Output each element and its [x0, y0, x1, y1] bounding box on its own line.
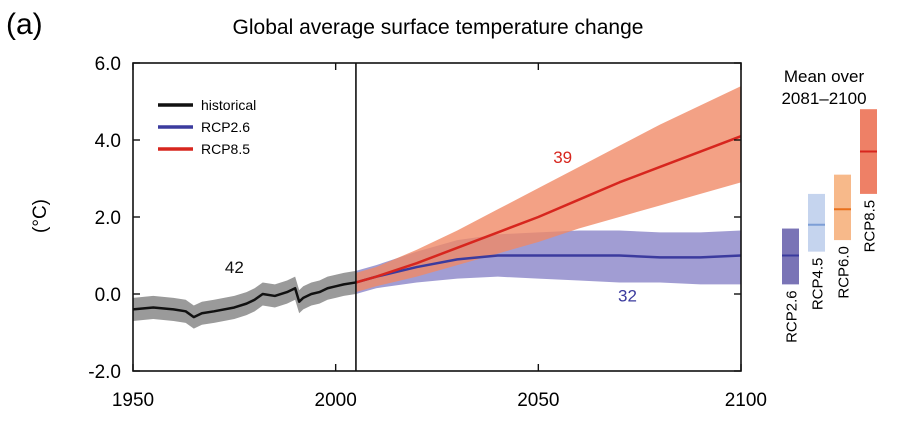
- model-count-label: 39: [553, 148, 572, 167]
- range-bar-label: RCP6.0: [836, 246, 853, 299]
- legend-label: RCP2.6: [201, 119, 250, 135]
- range-bar: [808, 193, 825, 252]
- x-tick-label: 2000: [315, 390, 357, 411]
- range-bar-label: RCP8.5: [862, 200, 879, 253]
- y-axis-label: (°C): [30, 199, 51, 233]
- line-rcp2-6: [355, 254, 742, 284]
- panel-label: (a): [6, 8, 43, 41]
- range-bar: [834, 174, 851, 241]
- band-rcp8-5: [355, 86, 741, 293]
- x-tick-label: 2100: [725, 390, 767, 411]
- chart-title: Global average surface temperature chang…: [233, 16, 644, 39]
- line-rcp8-5: [355, 134, 742, 284]
- y-tick-label: 0.0: [95, 285, 121, 306]
- x-tick-label: 1950: [112, 390, 154, 411]
- mean-panel-title-line-1: Mean over: [784, 67, 865, 86]
- mean-panel-title-line-2: 2081–2100: [781, 89, 866, 108]
- y-tick-label: 2.0: [95, 208, 121, 229]
- legend: historical RCP2.6 RCP8.5: [158, 97, 256, 157]
- y-tick-label: 6.0: [95, 54, 121, 75]
- model-count-label: 42: [225, 258, 244, 277]
- y-tick-label: 4.0: [95, 131, 121, 152]
- legend-label: RCP8.5: [201, 141, 250, 157]
- range-bar-label: RCP4.5: [810, 258, 827, 311]
- model-count-label: 32: [618, 287, 637, 306]
- y-tick-label: -2.0: [88, 362, 121, 383]
- legend-label: historical: [201, 97, 256, 113]
- mean-panel: Mean over 2081–2100 RCP2.6 RCP4.5 RCP6.0 RC…: [781, 67, 878, 343]
- x-tick-label: 2050: [517, 390, 559, 411]
- plot-area: -2.0 0.0 2.0 4.0 6.0 1950 2000 2050 2100 42 39 32: [88, 54, 767, 411]
- band-historical: [133, 270, 356, 329]
- range-bar-label: RCP2.6: [784, 290, 801, 343]
- line-historical: [132, 281, 357, 319]
